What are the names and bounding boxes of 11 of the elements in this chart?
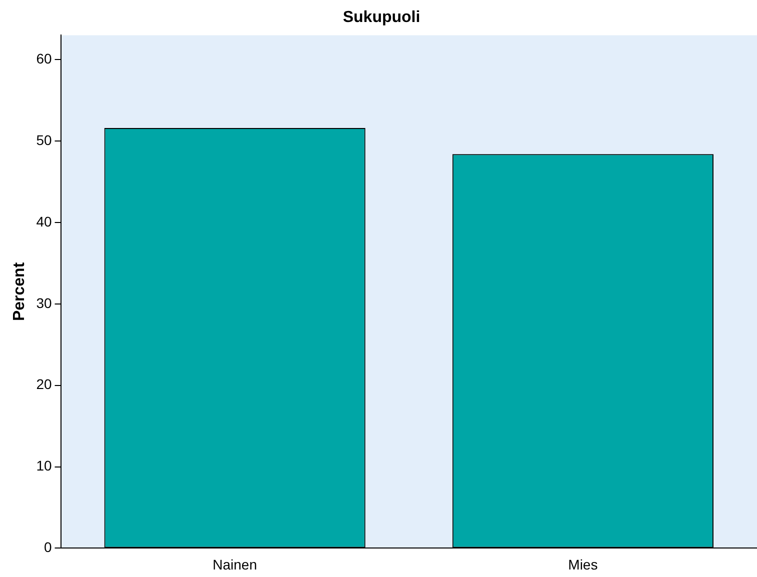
y-tick-label: 60 — [36, 50, 52, 66]
chart-title: Sukupuoli — [342, 9, 420, 26]
y-tick-label: 20 — [36, 376, 52, 392]
x-tick-label: Nainen — [212, 556, 258, 572]
y-tick-label: 50 — [36, 132, 52, 148]
x-tick-label: Mies — [568, 556, 598, 572]
y-tick-label: 30 — [36, 294, 52, 311]
y-tick-label: 40 — [36, 213, 52, 230]
y-axis-title: Percent — [11, 262, 28, 322]
y-tick-label: 0 — [44, 539, 52, 556]
y-tick-label: 10 — [36, 458, 52, 474]
